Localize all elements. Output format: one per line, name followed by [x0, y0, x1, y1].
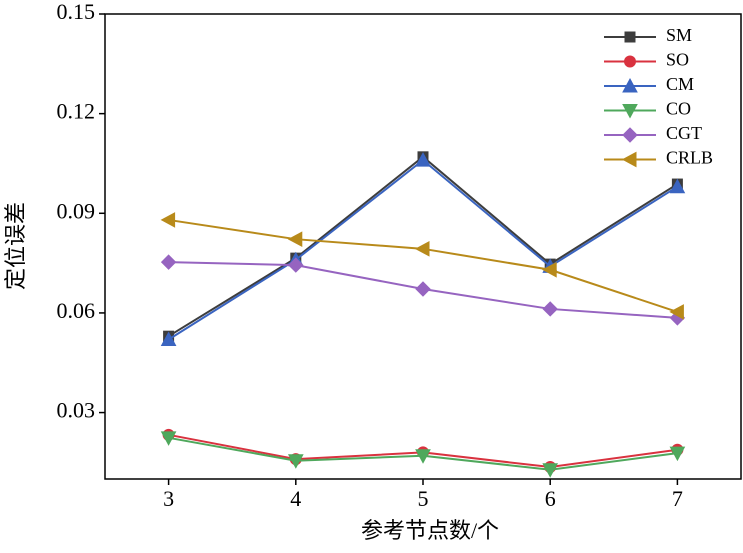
marker	[415, 281, 431, 297]
marker	[414, 240, 430, 257]
x-tick-label: 3	[163, 486, 174, 511]
marker	[415, 152, 431, 167]
marker	[622, 127, 638, 143]
marker	[415, 449, 431, 464]
y-axis-label: 定位误差	[3, 202, 28, 290]
x-tick-label: 6	[545, 486, 556, 511]
marker	[160, 254, 177, 270]
legend-label: CGT	[666, 123, 702, 143]
y-tick-label: 0.09	[57, 198, 96, 223]
y-tick-label: 0.03	[57, 398, 96, 423]
legend-label: CO	[666, 99, 691, 119]
marker	[287, 231, 303, 248]
marker	[160, 431, 177, 446]
x-tick-label: 4	[290, 486, 301, 511]
marker	[542, 301, 558, 317]
marker	[669, 304, 684, 320]
x-axis-label: 参考节点数/个	[361, 518, 499, 543]
legend-label: CRLB	[666, 148, 713, 168]
marker	[624, 31, 636, 43]
marker	[287, 454, 304, 469]
marker	[160, 212, 176, 228]
y-tick-label: 0.12	[57, 99, 96, 124]
marker	[160, 331, 177, 346]
marker	[624, 55, 636, 68]
marker	[669, 446, 686, 462]
legend-label: SM	[666, 25, 692, 45]
legend: SM SO CM CO CGT CRLB	[604, 25, 713, 168]
x-tick-label: 5	[418, 486, 429, 511]
marker	[622, 77, 638, 93]
legend-label: SO	[666, 50, 689, 70]
marker	[288, 257, 304, 273]
x-tick-label: 7	[672, 486, 683, 511]
marker	[622, 104, 638, 119]
marker	[669, 178, 686, 194]
marker	[542, 463, 559, 478]
marker	[542, 261, 557, 278]
legend-label: CM	[666, 74, 694, 94]
marker	[621, 151, 637, 168]
y-tick-label: 0.06	[57, 298, 96, 323]
y-tick-label: 0.15	[57, 0, 96, 24]
